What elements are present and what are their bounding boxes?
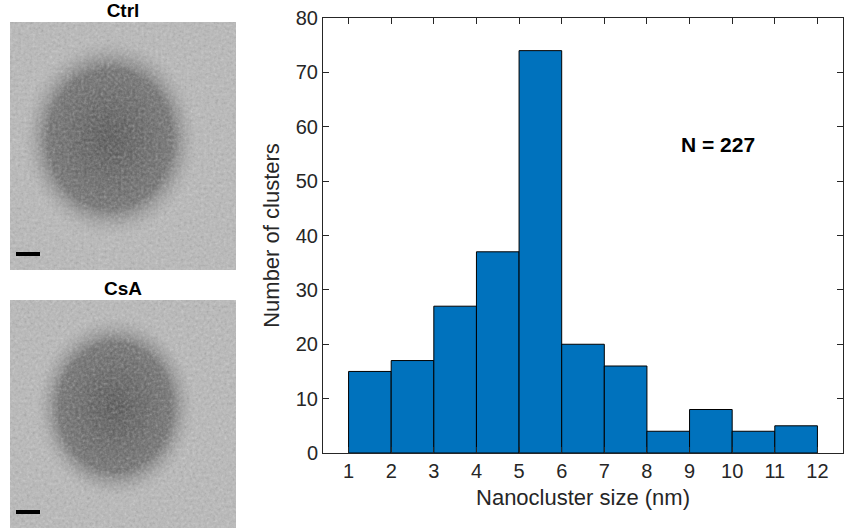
svg-text:3: 3: [428, 460, 439, 482]
svg-text:4: 4: [471, 460, 482, 482]
svg-text:1: 1: [343, 460, 354, 482]
svg-text:0: 0: [307, 442, 318, 464]
svg-text:6: 6: [556, 460, 567, 482]
svg-text:40: 40: [296, 225, 318, 247]
svg-text:5: 5: [514, 460, 525, 482]
svg-text:10: 10: [721, 460, 743, 482]
svg-text:60: 60: [296, 116, 318, 138]
svg-text:80: 80: [296, 7, 318, 29]
svg-text:Number of clusters: Number of clusters: [259, 143, 284, 328]
svg-text:N = 227: N = 227: [681, 133, 755, 156]
html-text:Ctrl: Ctrl: [106, 0, 140, 21]
svg-text:11: 11: [764, 460, 785, 482]
svg-text:7: 7: [599, 460, 610, 482]
html-text:CsA: CsA: [104, 278, 142, 299]
svg-text:2: 2: [386, 460, 397, 482]
svg-text:9: 9: [684, 460, 695, 482]
svg-text:50: 50: [296, 170, 318, 192]
svg-text:20: 20: [296, 333, 318, 355]
svg-text:Nanocluster size (nm): Nanocluster size (nm): [476, 485, 690, 510]
svg-text:8: 8: [641, 460, 652, 482]
svg-text:70: 70: [296, 61, 318, 83]
svg-text:12: 12: [806, 460, 828, 482]
svg-text:10: 10: [296, 388, 318, 410]
svg-text:30: 30: [296, 279, 318, 301]
